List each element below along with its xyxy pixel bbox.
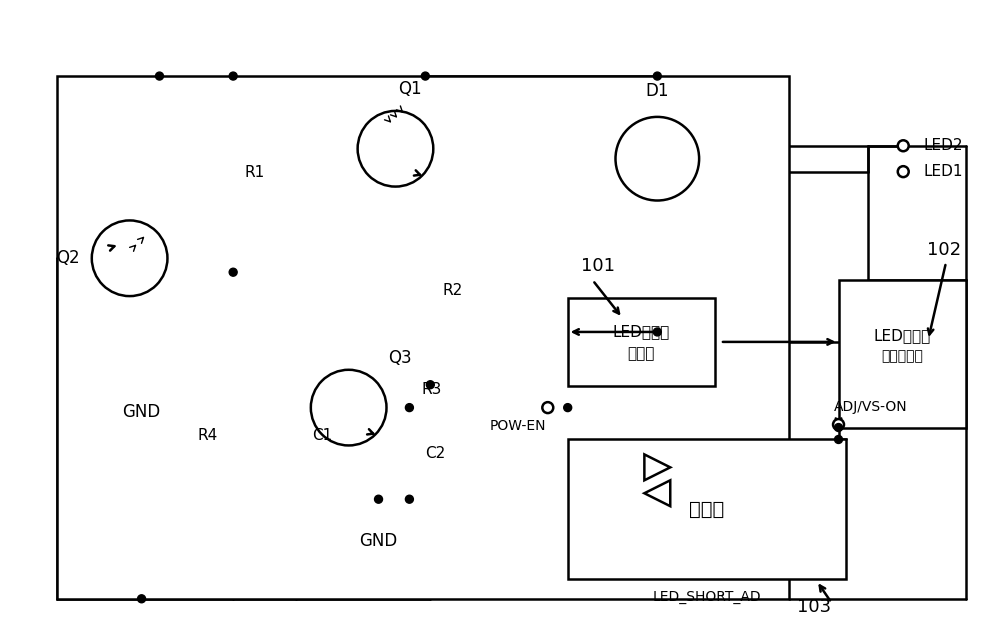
Text: 流控制电路: 流控制电路	[881, 349, 923, 363]
Bar	[57, 76, 789, 599]
Circle shape	[229, 268, 237, 276]
Circle shape	[564, 404, 572, 412]
Circle shape	[421, 72, 429, 80]
Circle shape	[898, 141, 909, 151]
Circle shape	[156, 72, 163, 80]
Bar	[568, 298, 715, 386]
Text: LED背光恒: LED背光恒	[874, 328, 931, 343]
Text: LED背光开: LED背光开	[613, 325, 670, 339]
Text: ADJ/VS-ON: ADJ/VS-ON	[834, 399, 907, 413]
Circle shape	[835, 424, 843, 431]
Text: LED_SHORT_AD: LED_SHORT_AD	[653, 590, 761, 604]
Circle shape	[426, 381, 434, 389]
Circle shape	[375, 495, 383, 503]
Circle shape	[615, 117, 699, 201]
Text: 101: 101	[581, 258, 615, 275]
Text: D1: D1	[646, 82, 669, 100]
Text: 单片机: 单片机	[689, 500, 725, 519]
Circle shape	[405, 404, 413, 412]
Text: POW-EN: POW-EN	[489, 419, 546, 433]
Circle shape	[542, 402, 553, 413]
Text: LED1: LED1	[923, 164, 963, 179]
Text: 102: 102	[927, 242, 961, 259]
Circle shape	[92, 220, 167, 296]
Text: Q2: Q2	[56, 249, 80, 267]
Circle shape	[833, 419, 844, 430]
Circle shape	[653, 72, 661, 80]
Circle shape	[405, 495, 413, 503]
Text: R2: R2	[442, 282, 462, 298]
Circle shape	[229, 72, 237, 80]
Text: LED2: LED2	[923, 138, 963, 153]
Text: 关电路: 关电路	[628, 346, 655, 361]
Text: C2: C2	[425, 446, 445, 461]
Text: R1: R1	[245, 165, 265, 180]
Circle shape	[898, 166, 909, 177]
Text: Q3: Q3	[389, 349, 412, 367]
Text: R4: R4	[197, 428, 217, 443]
Circle shape	[311, 370, 386, 445]
Text: R3: R3	[421, 382, 441, 397]
Circle shape	[835, 436, 843, 443]
Text: C1: C1	[312, 428, 332, 443]
Bar	[568, 440, 846, 579]
Circle shape	[138, 595, 146, 603]
Circle shape	[653, 328, 661, 336]
Circle shape	[358, 111, 433, 187]
Text: Q1: Q1	[399, 80, 422, 98]
Text: GND: GND	[122, 403, 161, 420]
Text: GND: GND	[359, 532, 398, 550]
Text: 103: 103	[797, 597, 832, 616]
Bar	[839, 280, 966, 427]
